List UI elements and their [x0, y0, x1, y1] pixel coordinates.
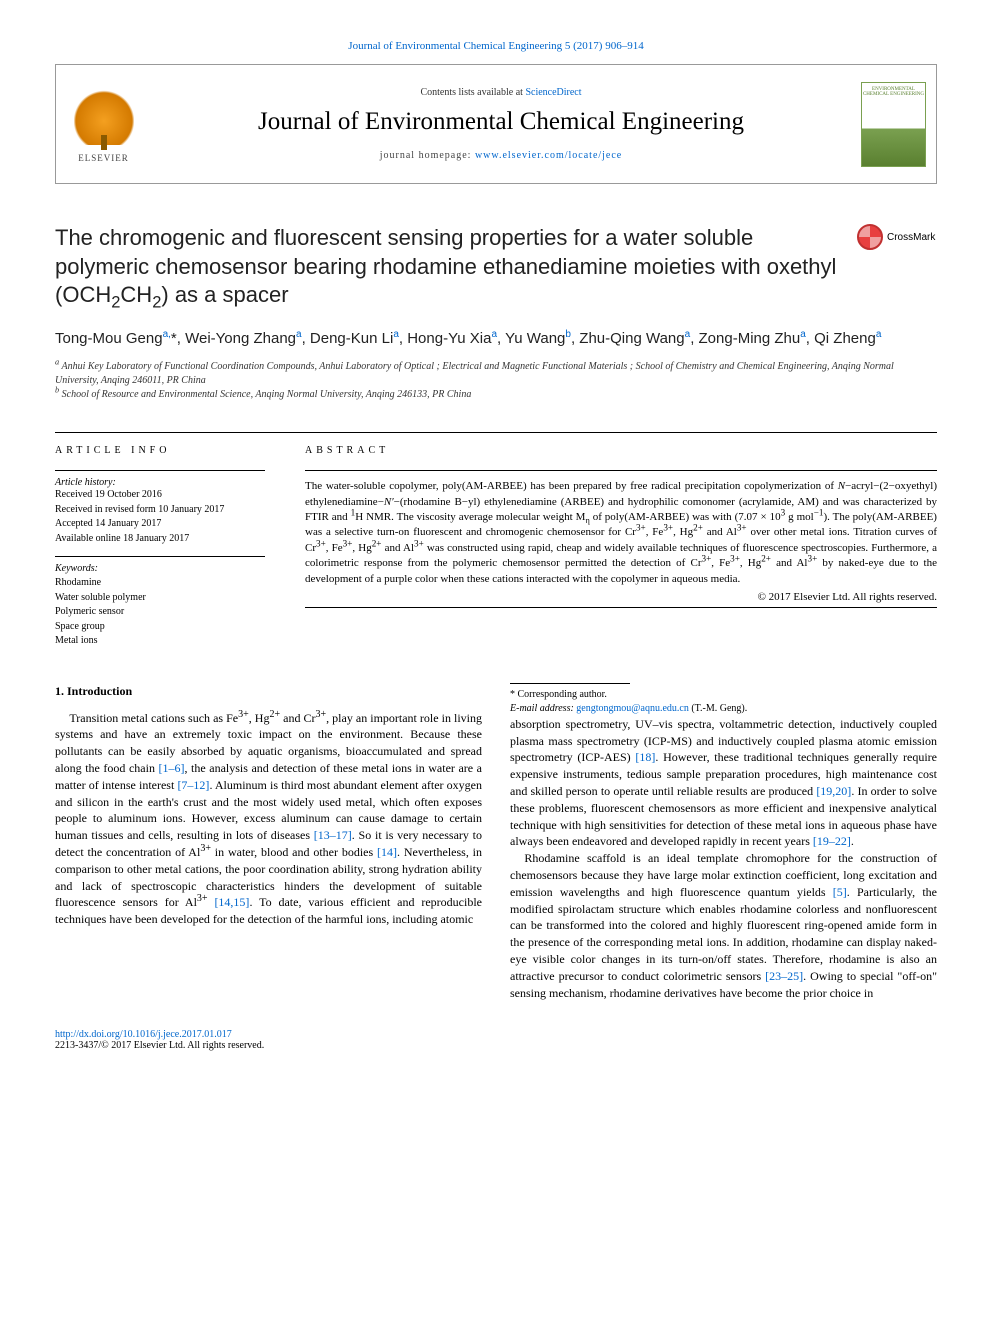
keyword: Metal ions: [55, 634, 265, 649]
doi-line: http://dx.doi.org/10.1016/j.jece.2017.01…: [55, 1029, 937, 1040]
section-heading: 1. Introduction: [55, 683, 482, 700]
cover-thumbnail: ENVIRONMENTAL CHEMICAL ENGINEERING: [851, 65, 936, 183]
cover-image: ENVIRONMENTAL CHEMICAL ENGINEERING: [861, 82, 926, 167]
journal-name: Journal of Environmental Chemical Engine…: [159, 108, 843, 136]
abstract-copyright: © 2017 Elsevier Ltd. All rights reserved…: [305, 591, 937, 603]
abstract-heading: ABSTRACT: [305, 445, 937, 456]
crossmark-badge[interactable]: CrossMark: [857, 224, 937, 250]
body-paragraph: Rhodamine scaffold is an ideal template …: [510, 850, 937, 1001]
keyword: Water soluble polymer: [55, 591, 265, 606]
body-paragraph: absorption spectrometry, UV–vis spectra,…: [510, 716, 937, 850]
keyword: Space group: [55, 620, 265, 635]
history-online: Available online 18 January 2017: [55, 532, 265, 547]
abstract-text: The water-soluble copolymer, poly(AM-ARB…: [305, 479, 937, 587]
elsevier-label: ELSEVIER: [78, 153, 129, 163]
history-lines: Received 19 October 2016 Received in rev…: [55, 488, 265, 546]
elsevier-logo: ELSEVIER: [56, 65, 151, 183]
email-suffix: (T.-M. Geng).: [691, 703, 747, 714]
keyword: Rhodamine: [55, 576, 265, 591]
doi-link[interactable]: http://dx.doi.org/10.1016/j.jece.2017.01…: [55, 1029, 232, 1040]
journal-header: ELSEVIER Contents lists available at Sci…: [55, 64, 937, 184]
sciencedirect-link[interactable]: ScienceDirect: [525, 87, 581, 98]
issn-line: 2213-3437/© 2017 Elsevier Ltd. All right…: [55, 1040, 937, 1051]
affiliation-b: School of Resource and Environmental Sci…: [62, 389, 472, 400]
corr-author-label: * Corresponding author.: [510, 688, 937, 702]
article-title: The chromogenic and fluorescent sensing …: [55, 224, 842, 310]
abstract-block: ABSTRACT The water-soluble copolymer, po…: [305, 445, 937, 649]
homepage-link[interactable]: www.elsevier.com/locate/jece: [475, 150, 622, 161]
history-revised: Received in revised form 10 January 2017: [55, 503, 265, 518]
author-list: Tong-Mou Genga,*, Wei-Yong Zhanga, Deng-…: [55, 328, 937, 351]
history-received: Received 19 October 2016: [55, 488, 265, 503]
elsevier-tree-icon: [74, 85, 134, 145]
running-head: Journal of Environmental Chemical Engine…: [55, 40, 937, 52]
crossmark-label: CrossMark: [887, 232, 935, 243]
keywords-list: Rhodamine Water soluble polymer Polymeri…: [55, 576, 265, 649]
article-info-heading: ARTICLE INFO: [55, 445, 265, 456]
corresponding-author-footer: * Corresponding author. E-mail address: …: [510, 683, 937, 716]
affiliation-a: Anhui Key Laboratory of Functional Coord…: [55, 361, 894, 386]
crossmark-icon: [857, 224, 883, 250]
body-paragraph: Transition metal cations such as Fe3+, H…: [55, 710, 482, 928]
article-info-block: ARTICLE INFO Article history: Received 1…: [55, 445, 265, 649]
keyword: Polymeric sensor: [55, 605, 265, 620]
contents-prefix: Contents lists available at: [420, 87, 525, 98]
homepage-prefix: journal homepage:: [380, 150, 475, 161]
email-label: E-mail address:: [510, 703, 574, 714]
email-link[interactable]: gengtongmou@aqnu.edu.cn: [576, 703, 689, 714]
keywords-label: Keywords:: [55, 563, 265, 574]
history-accepted: Accepted 14 January 2017: [55, 517, 265, 532]
running-head-link[interactable]: Journal of Environmental Chemical Engine…: [348, 40, 643, 52]
body-text: 1. Introduction Transition metal cations…: [55, 683, 937, 1002]
homepage-line: journal homepage: www.elsevier.com/locat…: [159, 150, 843, 161]
history-label: Article history:: [55, 477, 265, 488]
affiliations: a Anhui Key Laboratory of Functional Coo…: [55, 360, 937, 402]
contents-line: Contents lists available at ScienceDirec…: [159, 87, 843, 98]
